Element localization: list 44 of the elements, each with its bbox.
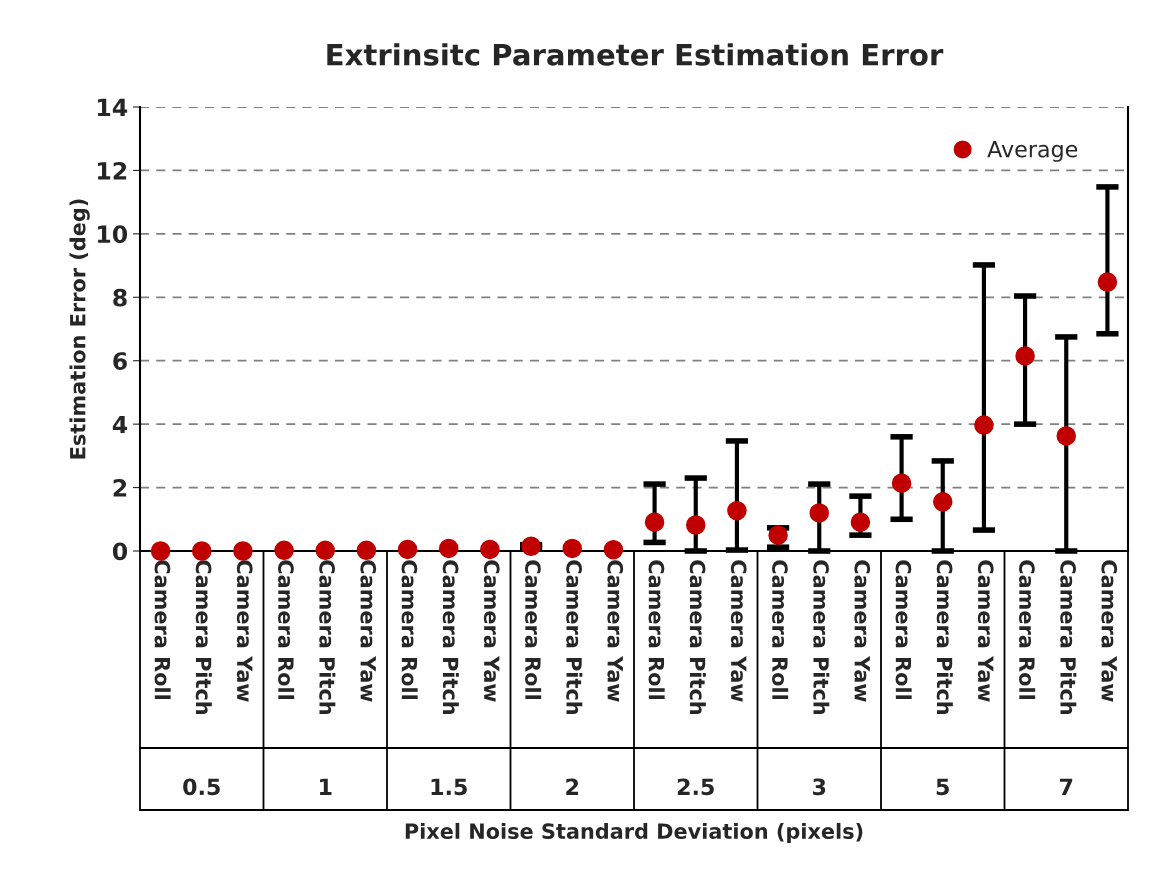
x-tick-label: Camera Pitch bbox=[936, 560, 953, 715]
text: Pixel Noise Standard Deviation (pixels) bbox=[405, 822, 863, 844]
text: 2.5 bbox=[677, 778, 714, 796]
x-tick-label: Camera Roll bbox=[772, 560, 789, 699]
text: 3 bbox=[813, 778, 826, 796]
x-tick-label: Camera Yaw bbox=[977, 560, 994, 702]
x-tick-label: Camera Yaw bbox=[483, 560, 500, 702]
x-tick-label: Camera Roll bbox=[895, 560, 912, 699]
x-tick-label: Camera Roll bbox=[401, 560, 418, 699]
y-tick-label: 4 bbox=[112, 415, 128, 434]
x-tick-label: Camera Pitch bbox=[566, 560, 583, 715]
x-tick-label: Camera Yaw bbox=[607, 560, 624, 702]
text: 5 bbox=[936, 778, 949, 796]
x-tick-label: Camera Roll bbox=[525, 560, 542, 699]
text: 1 bbox=[320, 778, 332, 795]
x-tick-label: Camera Yaw bbox=[1101, 560, 1118, 702]
chart-title: Extrinsitc Parameter Estimation Error bbox=[327, 43, 944, 66]
text: 1.5 bbox=[431, 778, 467, 796]
x-tick-label: Camera Pitch bbox=[442, 560, 459, 715]
x-tick-label: Camera Yaw bbox=[360, 560, 377, 702]
x-tick-label: Camera Yaw bbox=[236, 560, 253, 702]
y-tick-label: 14 bbox=[98, 98, 128, 116]
x-tick-label: Camera Roll bbox=[648, 560, 665, 699]
text: 0.5 bbox=[183, 778, 220, 796]
y-tick-label: 12 bbox=[98, 161, 127, 180]
y-tick-label: 8 bbox=[113, 288, 127, 307]
x-tick-label: Camera Yaw bbox=[730, 560, 747, 702]
x-tick-label: Camera Pitch bbox=[319, 560, 336, 715]
x-tick-label: Camera Yaw bbox=[854, 560, 871, 702]
x-tick-label: Camera Pitch bbox=[195, 560, 212, 715]
x-tick-label: Camera Roll bbox=[154, 560, 171, 699]
y-tick-label: 10 bbox=[98, 225, 128, 244]
x-tick-label: Camera Roll bbox=[278, 560, 295, 699]
x-tick-label: Camera Roll bbox=[1019, 560, 1036, 699]
y-axis-title: Estimation Error (deg) bbox=[69, 199, 90, 459]
x-tick-label: Camera Pitch bbox=[813, 560, 830, 715]
y-tick-label: 6 bbox=[113, 352, 127, 371]
text: 2 bbox=[566, 778, 579, 795]
x-tick-label: Camera Pitch bbox=[689, 560, 706, 715]
y-tick-label: 2 bbox=[113, 479, 127, 497]
x-tick-label: Camera Pitch bbox=[1060, 560, 1077, 715]
legend-label: Average bbox=[987, 141, 1078, 162]
y-tick-label: 0 bbox=[112, 542, 128, 561]
text: 7 bbox=[1060, 778, 1073, 795]
